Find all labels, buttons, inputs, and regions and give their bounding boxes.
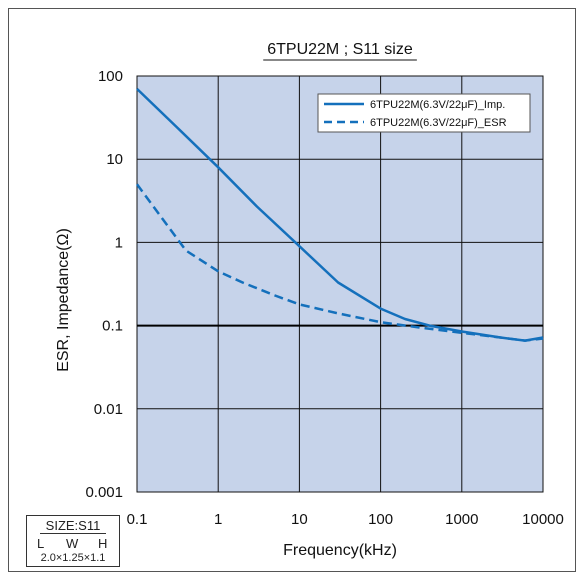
x-tick-label: 1000 — [445, 511, 478, 528]
x-tick-label: 0.1 — [127, 511, 148, 528]
y-tick-label: 0.01 — [94, 401, 123, 418]
size-box-col-w: W — [66, 536, 79, 551]
y-axis-label: ESR, Impedance(Ω) — [55, 228, 72, 372]
size-box-dims: 2.0×1.25×1.1 — [40, 552, 106, 564]
x-axis-label: Frequency(kHz) — [283, 542, 397, 559]
y-tick-label: 1 — [115, 234, 123, 251]
size-box-col-h: H — [98, 536, 108, 551]
x-tick-label: 100 — [368, 511, 393, 528]
chart-frame — [8, 8, 576, 572]
x-tick-label: 1 — [214, 511, 222, 528]
legend-label-imp: 6TPU22M(6.3V/22μF)_Imp. — [370, 99, 505, 111]
legend-label-esr: 6TPU22M(6.3V/22μF)_ESR — [370, 117, 507, 129]
y-tick-label: 10 — [106, 151, 123, 168]
size-box-title: SIZE:S11 — [39, 518, 107, 534]
legend-box — [317, 93, 531, 133]
series-line-esr — [135, 183, 544, 342]
y-tick-label: 100 — [98, 68, 123, 85]
chart-title: 6TPU22M ; S11 size — [267, 41, 413, 58]
legend: 6TPU22M(6.3V/22μF)_Imp. 6TPU22M(6.3V/22μ… — [317, 93, 531, 133]
series-group — [135, 87, 544, 342]
size-box-col-l: L — [37, 536, 45, 551]
x-tick-label: 10 — [291, 511, 308, 528]
y-tick-label: 0.1 — [102, 318, 123, 335]
y-tick-label: 0.001 — [85, 484, 123, 501]
x-tick-label: 10000 — [522, 511, 564, 528]
tick-labels: 0.1 1 10 100 1000 10000 100 10 1 0.1 0.01 0.001 — [85, 68, 563, 528]
size-box: SIZE:S11 L W H 2.0×1.25×1.1 — [26, 515, 120, 567]
